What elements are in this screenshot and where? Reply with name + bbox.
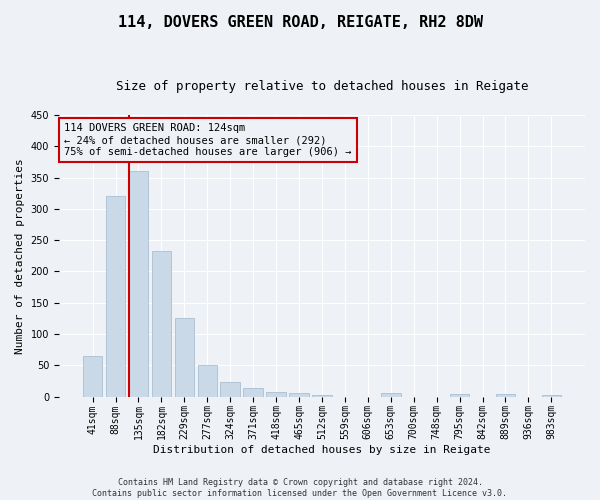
Text: 114, DOVERS GREEN ROAD, REIGATE, RH2 8DW: 114, DOVERS GREEN ROAD, REIGATE, RH2 8DW — [118, 15, 482, 30]
Bar — [266, 392, 286, 396]
Text: 114 DOVERS GREEN ROAD: 124sqm
← 24% of detached houses are smaller (292)
75% of : 114 DOVERS GREEN ROAD: 124sqm ← 24% of d… — [64, 124, 352, 156]
Bar — [220, 382, 240, 396]
Bar — [542, 394, 561, 396]
Bar — [128, 172, 148, 396]
Bar — [289, 394, 309, 396]
Bar — [381, 394, 401, 396]
Bar — [244, 388, 263, 396]
Bar — [152, 251, 171, 396]
Bar — [450, 394, 469, 396]
Bar — [106, 196, 125, 396]
Y-axis label: Number of detached properties: Number of detached properties — [15, 158, 25, 354]
Bar — [496, 394, 515, 396]
Bar — [197, 366, 217, 396]
Title: Size of property relative to detached houses in Reigate: Size of property relative to detached ho… — [116, 80, 528, 93]
Bar — [83, 356, 103, 397]
Text: Contains HM Land Registry data © Crown copyright and database right 2024.
Contai: Contains HM Land Registry data © Crown c… — [92, 478, 508, 498]
Bar — [175, 318, 194, 396]
X-axis label: Distribution of detached houses by size in Reigate: Distribution of detached houses by size … — [153, 445, 491, 455]
